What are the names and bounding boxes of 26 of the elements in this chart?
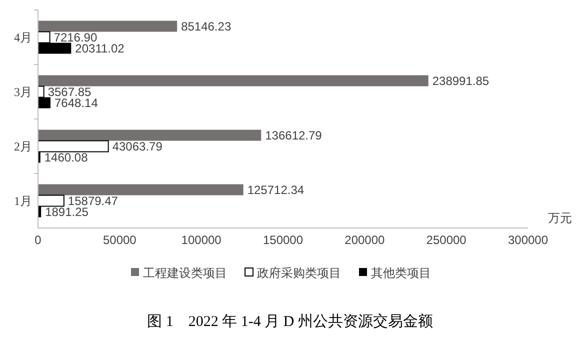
x-axis-title: 万元 — [548, 211, 572, 225]
bar — [38, 130, 262, 141]
data-label: 125712.34 — [247, 182, 304, 197]
data-label: 238991.85 — [432, 74, 490, 88]
y-tick-label: 1月 — [14, 194, 32, 208]
text: 图 1 2022 年 1-4 月 D 州公共资源交易金额 — [147, 313, 433, 330]
x-tick-label: 100000 — [181, 233, 222, 247]
y-tick-label: 2月 — [14, 139, 32, 154]
bar — [38, 184, 244, 196]
x-tick-label: 250000 — [426, 233, 467, 247]
bar — [38, 20, 178, 32]
legend-label: 工程建设类项目 — [143, 266, 227, 280]
x-tick-label: 300000 — [508, 233, 548, 247]
x-tick-label: 0 — [34, 233, 42, 247]
data-label: 43063.79 — [112, 139, 163, 154]
x-tick-label: 150000 — [262, 233, 304, 247]
y-tick-label: 3月 — [14, 84, 32, 99]
legend-label: 其他类项目 — [371, 266, 431, 280]
data-label: 136612.79 — [265, 128, 322, 142]
x-tick-label: 200000 — [344, 233, 386, 247]
data-label: 1460.08 — [44, 150, 88, 164]
bar — [38, 75, 428, 86]
x-tick-label: 50000 — [102, 233, 137, 247]
y-tick-label: 4月 — [14, 30, 32, 44]
data-label: 85146.23 — [181, 19, 232, 34]
legend-label: 政府采购类项目 — [257, 266, 341, 280]
